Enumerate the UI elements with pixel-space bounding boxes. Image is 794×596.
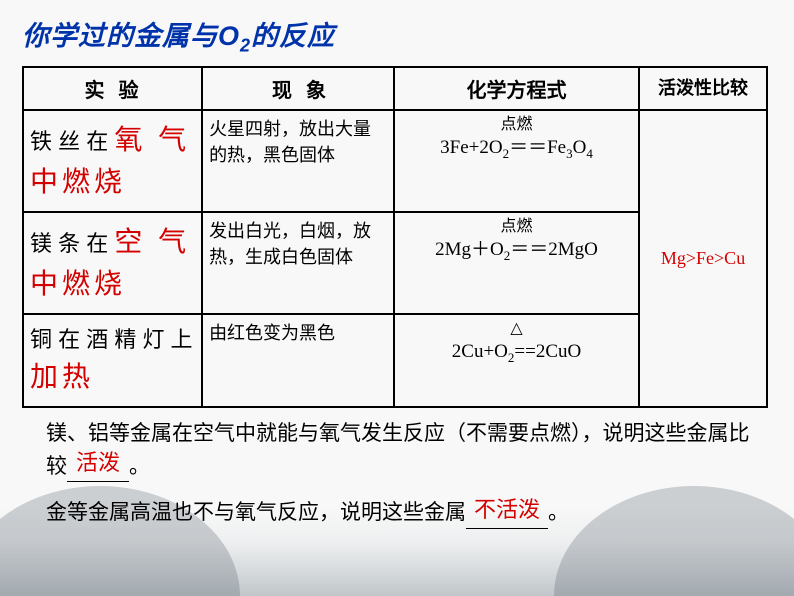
activity-cell: Mg>Fe>Cu xyxy=(639,110,767,407)
answer-1: 活泼 xyxy=(67,446,129,479)
page-title: 你学过的金属与O2的反应 xyxy=(22,14,772,56)
p2-text: 金等金属高温也不与氧气反应，说明这些金属 xyxy=(46,501,466,524)
phenom-iron: 火星四射，放出大量的热，黑色固体 xyxy=(202,110,394,212)
exp-red: 氧 气 xyxy=(114,124,190,155)
condition: 点燃 xyxy=(397,115,636,136)
eq-iron: 点燃 3Fe+2O2＝＝Fe3O4 xyxy=(394,110,639,212)
equation: 2Cu+O2==2CuO xyxy=(452,341,581,362)
equation: 2Mg＋O2＝＝2MgO xyxy=(435,239,598,260)
equation: 3Fe+2O2＝＝Fe3O4 xyxy=(440,137,593,158)
paragraph-2: 金等金属高温也不与氧气反应，说明这些金属不活泼 。 xyxy=(46,496,772,529)
phenom-copper: 由红色变为黑色 xyxy=(202,314,394,407)
p1-text: 镁、铝等金属在空气中就能与氧气发生反应（不需要点燃），说明这些金属比较 xyxy=(46,422,750,478)
table-header-row: 实验 现象 化学方程式 活泼性比较 xyxy=(23,67,767,110)
exp-iron: 铁 丝 在 氧 气 中燃烧 xyxy=(23,110,202,212)
exp-copper: 铜 在 酒 精 灯 上 加热 xyxy=(23,314,202,407)
blank-2: 不活泼 xyxy=(466,496,548,529)
condition: 点燃 xyxy=(397,217,636,238)
exp-red: 中燃烧 xyxy=(30,166,126,197)
answer-2: 不活泼 xyxy=(466,493,548,526)
col-phenomenon: 现象 xyxy=(202,67,394,110)
exp-text: 铜 在 酒 精 灯 上 xyxy=(30,327,193,352)
exp-text: 铁 丝 在 xyxy=(30,129,114,154)
table-row: 铁 丝 在 氧 气 中燃烧 火星四射，放出大量的热，黑色固体 点燃 3Fe+2O… xyxy=(23,110,767,212)
p2-period: 。 xyxy=(548,500,569,524)
blank-1: 活泼 xyxy=(67,450,129,483)
title-prefix: 你学过的金属与O xyxy=(22,21,240,51)
slide-content: 你学过的金属与O2的反应 实验 现象 化学方程式 活泼性比较 铁 丝 在 氧 气… xyxy=(0,0,794,529)
condition: △ xyxy=(397,319,636,340)
eq-copper: △ 2Cu+O2==2CuO xyxy=(394,314,639,407)
exp-magnesium: 镁 条 在 空 气 中燃烧 xyxy=(23,212,202,314)
reaction-table: 实验 现象 化学方程式 活泼性比较 铁 丝 在 氧 气 中燃烧 火星四射，放出大… xyxy=(22,66,768,408)
phenom-magnesium: 发出白光，白烟，放热，生成白色固体 xyxy=(202,212,394,314)
col-activity: 活泼性比较 xyxy=(639,67,767,110)
exp-text: 镁 条 在 xyxy=(30,231,114,256)
exp-red: 加热 xyxy=(30,361,94,392)
title-subscript: 2 xyxy=(240,35,251,55)
p1-period: 。 xyxy=(129,454,150,478)
exp-red: 中燃烧 xyxy=(30,268,126,299)
col-equation: 化学方程式 xyxy=(394,67,639,110)
exp-red: 空 气 xyxy=(114,226,190,257)
eq-magnesium: 点燃 2Mg＋O2＝＝2MgO xyxy=(394,212,639,314)
paragraph-1: 镁、铝等金属在空气中就能与氧气发生反应（不需要点燃），说明这些金属比较活泼 。 xyxy=(46,418,762,482)
title-suffix: 的反应 xyxy=(251,21,335,51)
col-experiment: 实验 xyxy=(23,67,202,110)
